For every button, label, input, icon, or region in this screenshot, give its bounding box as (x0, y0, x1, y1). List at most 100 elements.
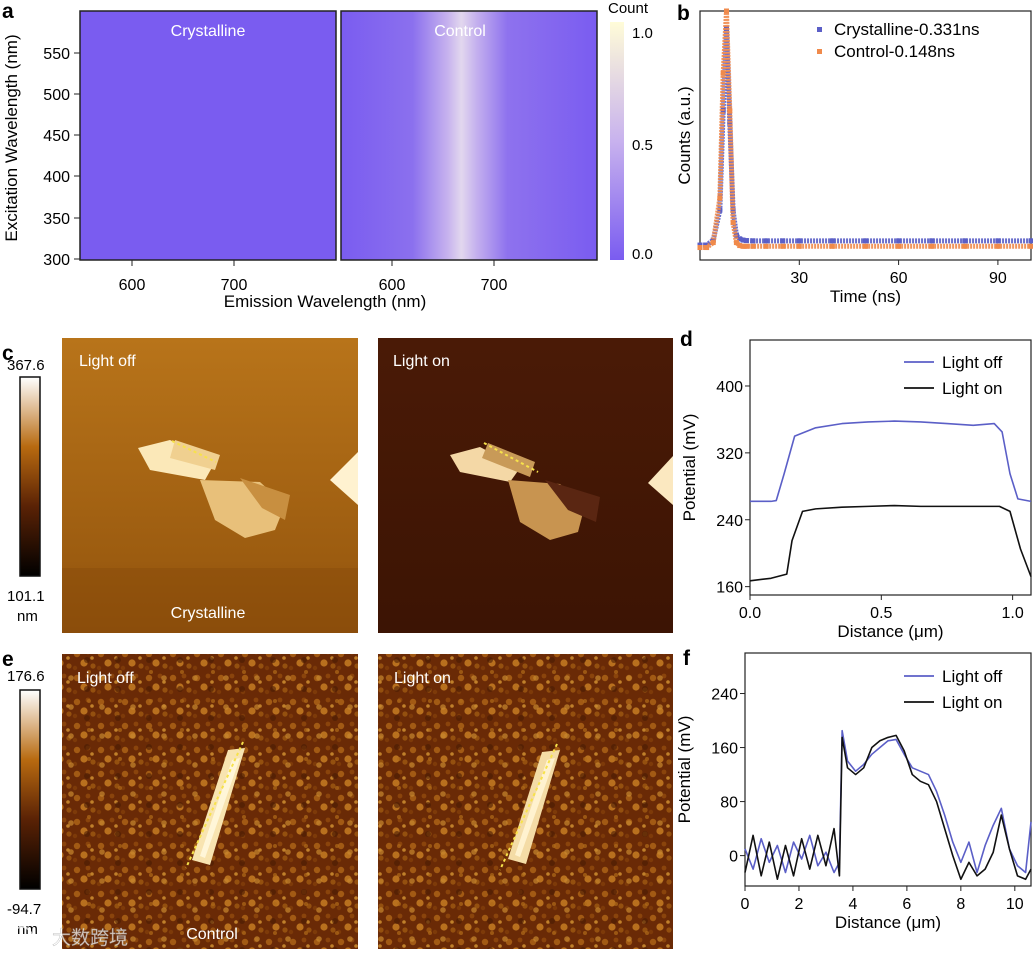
c-scale-unit: nm (17, 608, 38, 625)
colorbar-tick-0: 0.0 (632, 246, 653, 263)
chart-f-legend-label-0: Light off (942, 667, 1002, 686)
c-caption: Crystalline (171, 605, 246, 622)
c-scale-min: 101.1 (7, 588, 45, 605)
panel-label-f: f (683, 647, 691, 670)
chart-f-ylabel: Potential (mV) (675, 716, 694, 824)
chart-f-xtick-label: 10 (1006, 896, 1024, 913)
e-scale-max: 176.6 (7, 668, 45, 685)
chart-d-ylabel: Potential (mV) (680, 414, 699, 522)
chart-d-xlabel: Distance (μm) (837, 622, 943, 641)
panel-label-a: a (2, 0, 14, 23)
chart-d: 0.0 0.5 1.0 160 240 320 400 Distance (μm) Potent… (680, 339, 1032, 641)
afm-c-light-off (62, 338, 358, 633)
a-xlabel: Emission Wavelength (nm) (224, 292, 427, 311)
chart-f-xlabel: Distance (μm) (835, 913, 941, 932)
chart-f-ytick-label: 160 (711, 741, 738, 758)
chart-b-legend-marker-1 (817, 49, 822, 54)
chart-b-xtick-label: 30 (790, 270, 808, 287)
colorbar-tick-05: 0.5 (632, 137, 653, 154)
watermark-logo-icon (11, 926, 33, 948)
a-ytick-300: 300 (43, 252, 70, 269)
chart-d-frame (749, 339, 1032, 596)
panel-a-xticks: 600 700 600 700 (119, 260, 508, 294)
chart-f-ytick-label: 80 (720, 795, 738, 812)
chart-b-xtick-label: 60 (890, 270, 908, 287)
a-ytick-550: 550 (43, 46, 70, 63)
chart-b-legend-marker-0 (817, 27, 822, 32)
heatmap-title-control: Control (434, 23, 486, 40)
chart-f-xtick-label: 2 (795, 896, 804, 913)
e-title-light-on: Light on (394, 670, 451, 687)
chart-b-xtick-label: 90 (989, 270, 1007, 287)
e-colorbar (19, 689, 41, 890)
chart-b-legend-label-0: Crystalline-0.331ns (834, 20, 980, 39)
chart-b-frame (699, 10, 1032, 261)
panel-label-d: d (680, 328, 693, 351)
e-scale-min: -94.7 (7, 901, 41, 918)
c-title-light-off: Light off (79, 353, 136, 370)
colorbar-tick-1: 1.0 (632, 25, 653, 42)
a-ytick-400: 400 (43, 169, 70, 186)
heatmap-title-crystalline: Crystalline (171, 23, 246, 40)
chart-b-point-0 (750, 238, 756, 244)
afm-e-light-off (62, 654, 358, 949)
chart-d-legend-label-0: Light off (942, 353, 1002, 372)
chart-f: 0 2 4 6 8 10 0 80 160 240 Distance (μm) Potential (… (675, 652, 1032, 932)
chart-d-ytick-label: 400 (716, 379, 743, 396)
chart-f-xtick-label: 0 (741, 896, 750, 913)
watermark-text: 大数跨境 (52, 927, 128, 949)
chart-b-point-1 (710, 240, 716, 246)
chart-f-legend-label-1: Light on (942, 693, 1003, 712)
a-ytick-500: 500 (43, 87, 70, 104)
a-xtick-left-600: 600 (119, 277, 146, 294)
afm-e-light-on (378, 654, 673, 949)
heatmap-crystalline (79, 10, 337, 261)
a-ylabel: Excitation Wavelength (nm) (2, 34, 21, 241)
chart-b-legend-label-1: Control-0.148ns (834, 42, 955, 61)
panel-a-yticks: 550 500 450 400 350 300 (43, 46, 80, 269)
c-title-light-on: Light on (393, 353, 450, 370)
chart-d-line-0 (750, 420, 1032, 503)
chart-d-line-1 (749, 504, 1032, 582)
chart-d-ytick-label: 320 (716, 446, 743, 463)
a-ytick-450: 450 (43, 128, 70, 145)
watermark: 大数跨境 (11, 926, 128, 949)
chart-f-line-1 (744, 734, 1032, 881)
chart-b-ylabel: Counts (a.u.) (675, 86, 694, 184)
c-scale-max: 367.6 (7, 357, 45, 374)
chart-f-ytick-label: 0 (729, 849, 738, 866)
chart-b-trace-1 (700, 10, 1031, 251)
chart-b-point-0 (743, 238, 749, 244)
a-xtick-right-700: 700 (481, 277, 508, 294)
chart-d-ytick-label: 160 (716, 580, 743, 597)
c-colorbar (19, 376, 41, 577)
e-caption: Control (186, 926, 238, 943)
panel-label-b: b (677, 2, 690, 25)
a-ytick-350: 350 (43, 211, 70, 228)
heatmap-control (340, 10, 598, 261)
chart-b-point-0 (780, 238, 786, 244)
colorbar-count (610, 22, 624, 260)
chart-f-frame (744, 652, 1032, 887)
chart-f-xtick-label: 8 (956, 896, 965, 913)
colorbar-title: Count (608, 0, 649, 17)
e-title-light-off: Light off (77, 670, 134, 687)
chart-f-ytick-label: 240 (711, 687, 738, 704)
afm-c-light-on (378, 338, 673, 633)
chart-b-point-1 (733, 240, 739, 246)
panel-label-e: e (2, 648, 14, 671)
chart-d-xtick-label: 0.0 (739, 605, 761, 622)
chart-d-xtick-label: 0.5 (870, 605, 892, 622)
panel-label-c: c (2, 342, 14, 365)
chart-f-line-0 (744, 729, 1032, 874)
chart-f-xtick-label: 6 (902, 896, 911, 913)
a-xtick-right-600: 600 (379, 277, 406, 294)
chart-b-point-1 (730, 220, 736, 226)
chart-d-legend-label-1: Light on (942, 379, 1003, 398)
chart-b: 30 60 90 Time (ns) Counts (a.u.) Crystalline-… (675, 8, 1033, 306)
chart-b-xlabel: Time (ns) (830, 287, 901, 306)
a-xtick-left-700: 700 (221, 277, 248, 294)
chart-d-ytick-label: 240 (716, 513, 743, 530)
chart-d-xtick-label: 1.0 (1001, 605, 1023, 622)
